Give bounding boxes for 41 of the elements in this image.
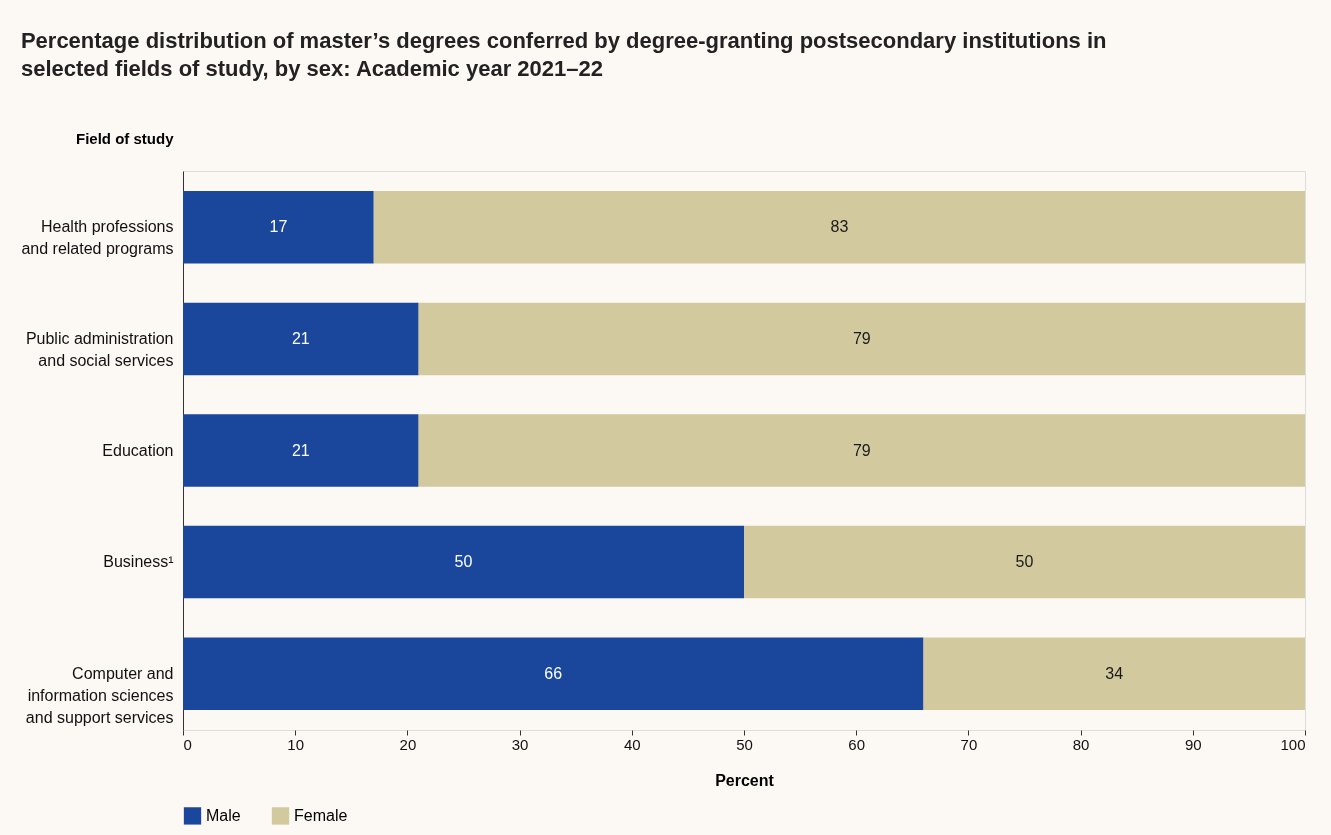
bar <box>418 414 1305 487</box>
data-label: 50 <box>1015 553 1034 571</box>
bar <box>923 637 1305 710</box>
y-tick-label: Public administration and social services <box>25 329 174 369</box>
y-tick-label: Health professions and related programs <box>21 218 174 258</box>
data-label: 17 <box>269 218 288 236</box>
y-axis-title: Field of study <box>76 129 175 147</box>
x-tick-label: 40 <box>623 735 641 753</box>
data-label: 34 <box>1105 664 1124 682</box>
bar <box>418 302 1305 376</box>
data-label: 21 <box>291 441 310 459</box>
x-tick-label: 80 <box>1072 735 1090 753</box>
bar <box>183 525 744 599</box>
chart-title: Percentage distribution of master’s degrees conferred by degree-granting postsecondary institutions in selected fields of study, by sex: Academic year 2021–22 <box>20 28 1107 81</box>
x-tick-label: 0 <box>183 735 192 753</box>
data-label: 83 <box>830 218 849 236</box>
bar <box>183 302 419 376</box>
x-tick-label: 50 <box>736 735 753 753</box>
bar <box>183 414 419 487</box>
x-axis-title: Percent <box>715 771 775 789</box>
x-tick-label: 10 <box>287 735 305 753</box>
x-tick-label: 70 <box>960 735 978 753</box>
legend-label: Male <box>206 806 241 824</box>
x-tick-label: 60 <box>848 735 866 753</box>
data-label: 21 <box>291 329 310 347</box>
x-tick-label: 30 <box>511 735 529 753</box>
data-label: 79 <box>852 329 871 347</box>
legend-label: Female <box>294 806 348 824</box>
y-tick-label: Computer and information sciences and support services <box>25 664 174 726</box>
x-tick-label: 90 <box>1184 735 1202 753</box>
bar <box>373 191 1305 264</box>
y-tick-label: Business¹ <box>103 553 174 571</box>
data-label: 79 <box>852 441 871 459</box>
bar <box>183 637 924 710</box>
data-label: 66 <box>544 664 563 682</box>
x-tick-label: 20 <box>399 735 417 753</box>
y-tick-label: Education <box>102 441 174 459</box>
bar <box>183 191 374 264</box>
data-label: 50 <box>454 553 473 571</box>
bar <box>744 525 1305 599</box>
x-tick-label: 100 <box>1280 735 1306 753</box>
